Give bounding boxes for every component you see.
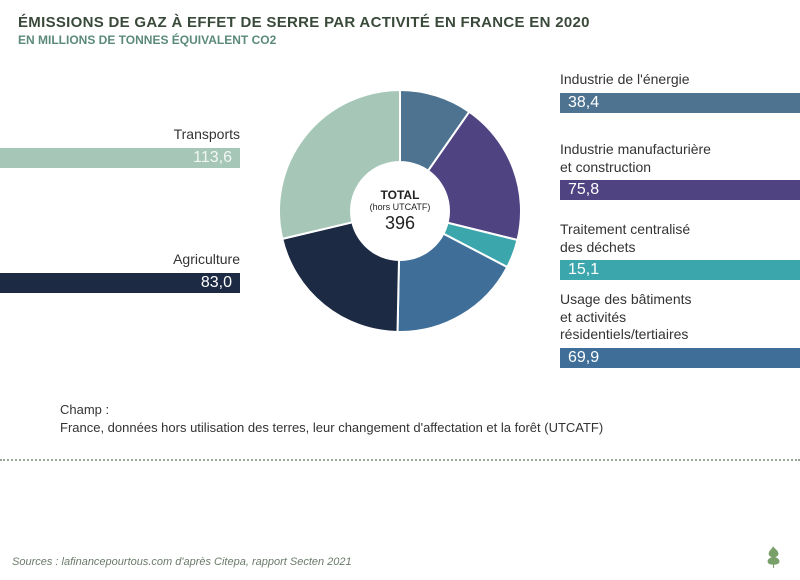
- callout-bar: 75,8: [560, 180, 800, 200]
- center-total-value: 396: [385, 213, 415, 234]
- callout-bar: 69,9: [560, 348, 800, 368]
- center-total-label: TOTAL: [381, 188, 420, 202]
- callout-transports: Transports 113,6: [0, 126, 240, 168]
- sources-line: Sources : lafinancepourtous.com d'après …: [12, 556, 352, 568]
- callout-agriculture: Agriculture 83,0: [0, 251, 240, 293]
- callout-manuf: Industrie manufacturièreet construction 7…: [560, 141, 800, 200]
- callout-bar: 83,0: [0, 273, 240, 293]
- chart-area: TOTAL (hors UTCATF) 396 Industrie de l'é…: [0, 51, 800, 471]
- callout-bar: 113,6: [0, 148, 240, 168]
- callout-bar: 15,1: [560, 260, 800, 280]
- tree-icon: [760, 544, 786, 570]
- callout-bar: 38,4: [560, 93, 800, 113]
- callout-label: Traitement centralisédes déchets: [560, 221, 800, 256]
- callout-value: 113,6: [193, 149, 232, 167]
- champ-text: France, données hors utilisation des ter…: [60, 419, 603, 437]
- callout-label: Industrie de l'énergie: [560, 71, 800, 89]
- callout-label: Agriculture: [0, 251, 240, 269]
- center-total-sublabel: (hors UTCATF): [370, 202, 431, 212]
- callout-value: 83,0: [201, 274, 232, 292]
- callout-dechets: Traitement centralisédes déchets 15,1: [560, 221, 800, 280]
- callout-batiments: Usage des bâtimentset activitésrésidenti…: [560, 291, 800, 368]
- page-title: ÉMISSIONS DE GAZ À EFFET DE SERRE PAR AC…: [18, 14, 782, 31]
- pie-chart: TOTAL (hors UTCATF) 396: [275, 86, 525, 336]
- callout-label: Industrie manufacturièreet construction: [560, 141, 800, 176]
- callout-value: 38,4: [568, 94, 599, 112]
- divider-dotted: [0, 459, 800, 461]
- callout-value: 75,8: [568, 181, 599, 199]
- pie-center: TOTAL (hors UTCATF) 396: [350, 161, 450, 261]
- callout-value: 69,9: [568, 349, 599, 367]
- page-subtitle: EN MILLIONS DE TONNES ÉQUIVALENT CO2: [18, 33, 782, 47]
- callout-energie: Industrie de l'énergie 38,4: [560, 71, 800, 113]
- champ-note: Champ : France, données hors utilisation…: [60, 401, 603, 436]
- callout-label: Usage des bâtimentset activitésrésidenti…: [560, 291, 800, 344]
- callout-label: Transports: [0, 126, 240, 144]
- champ-heading: Champ :: [60, 401, 603, 419]
- callout-value: 15,1: [568, 261, 599, 279]
